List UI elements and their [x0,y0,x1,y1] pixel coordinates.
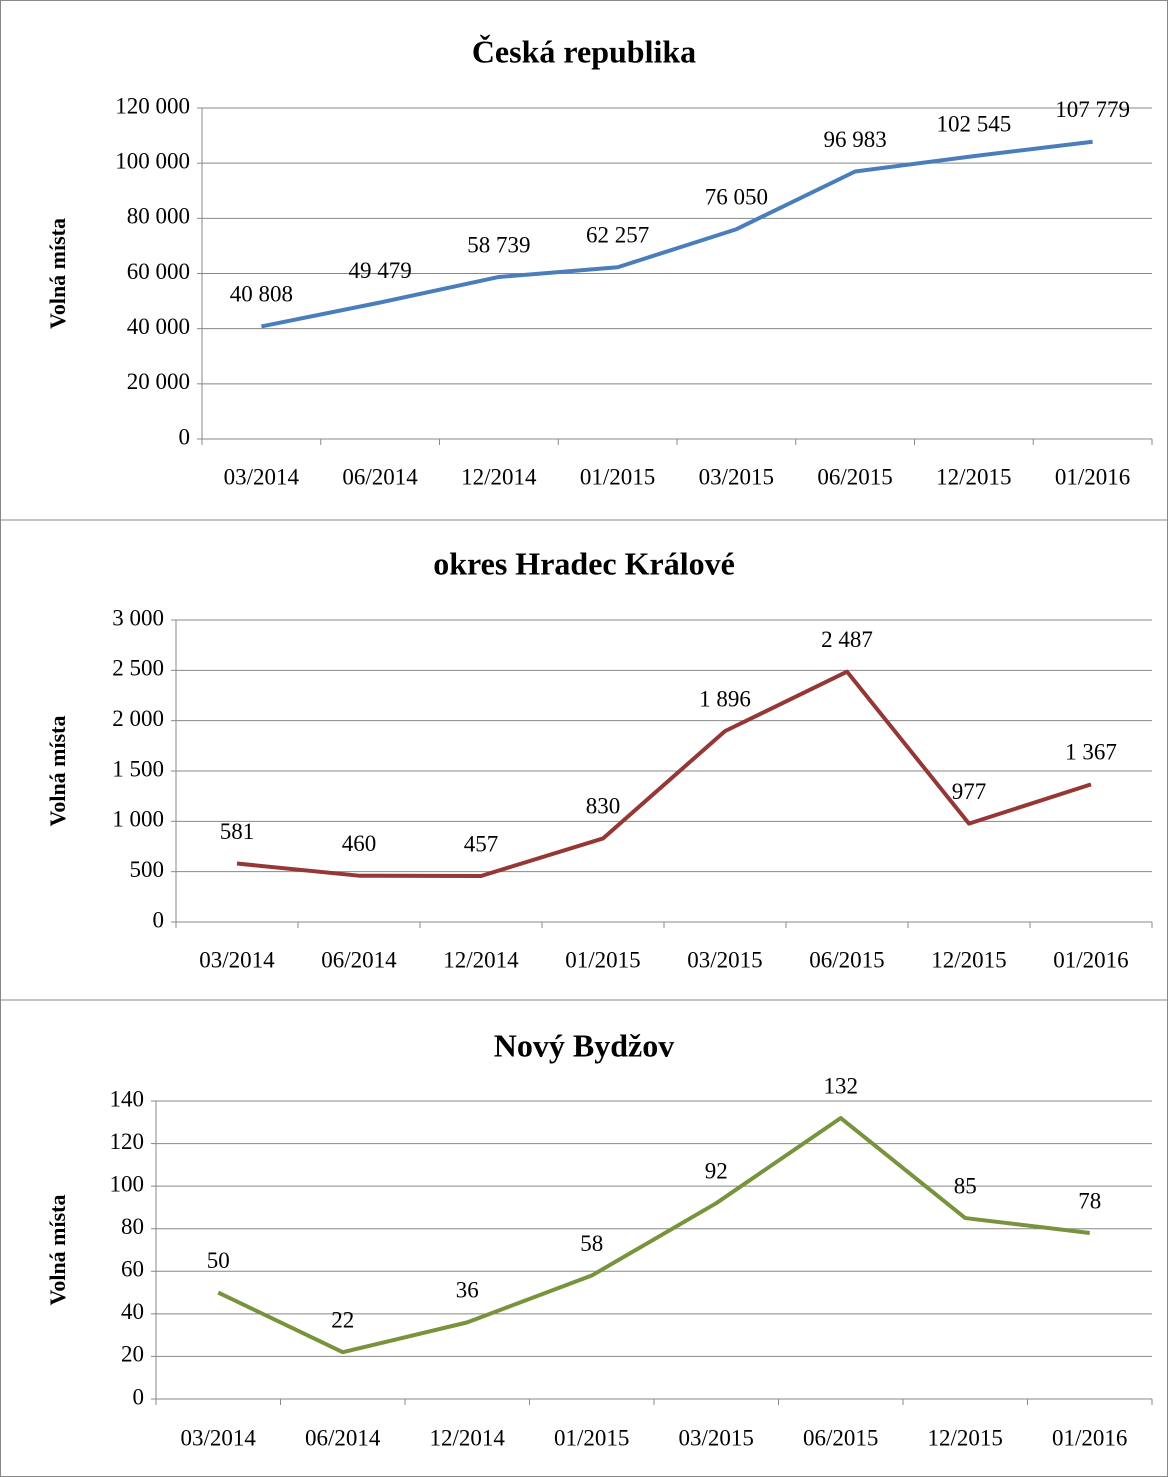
x-tick-label: 03/2015 [679,1425,754,1450]
y-tick-label: 120 [110,1129,145,1154]
y-tick-label: 1 000 [112,807,164,832]
y-tick-label: 20 [121,1342,144,1367]
x-tick-label: 03/2014 [224,464,300,489]
y-tick-label: 40 [121,1299,144,1324]
y-tick-label: 100 000 [115,148,190,173]
y-tick-label: 60 [121,1257,144,1282]
line [217,1116,1090,1355]
y-axis-label: Volná místa [45,1194,70,1305]
x-tick-label: 03/2014 [181,1425,257,1450]
x-tick-label: 06/2015 [809,947,884,972]
x-tick-label: 03/2015 [699,464,774,489]
x-tick-label: 01/2016 [1052,1425,1127,1450]
data-label: 977 [952,779,987,804]
y-tick-label: 2 000 [112,706,164,731]
y-tick-label: 60 000 [127,259,190,284]
y-axis-label: Volná místa [45,715,70,826]
data-label: 1 367 [1065,740,1117,765]
y-tick-label: 140 [110,1086,145,1111]
data-label: 102 545 [937,111,1012,136]
data-label: 76 050 [705,185,768,210]
data-label: 78 [1078,1188,1101,1213]
y-tick-label: 500 [130,857,165,882]
data-label: 460 [342,831,377,856]
y-tick-label: 0 [179,424,191,449]
data-label: 1 896 [699,686,751,711]
data-label: 132 [824,1073,859,1098]
x-tick-label: 01/2016 [1053,947,1128,972]
x-tick-label: 03/2014 [199,947,275,972]
y-tick-label: 120 000 [115,93,190,118]
data-label: 40 808 [230,282,293,307]
x-tick-label: 12/2014 [430,1425,506,1450]
data-label: 22 [331,1307,354,1332]
line [236,669,1092,878]
x-tick-label: 06/2014 [321,947,397,972]
x-tick-label: 01/2016 [1055,464,1130,489]
data-label: 830 [586,794,621,819]
x-tick-label: 12/2015 [928,1425,1003,1450]
y-tick-label: 0 [153,907,165,932]
y-tick-label: 100 [110,1171,145,1196]
x-tick-label: 06/2015 [803,1425,878,1450]
line [260,139,1093,329]
x-tick-label: 12/2014 [461,464,537,489]
y-tick-label: 80 [121,1214,144,1239]
y-tick-label: 2 500 [112,656,164,681]
x-tick-label: 12/2014 [443,947,519,972]
y-tick-label: 20 000 [127,369,190,394]
data-label: 96 983 [824,127,887,152]
y-tick-label: 40 000 [127,314,190,339]
data-label: 62 257 [586,223,649,248]
x-tick-label: 06/2015 [817,464,892,489]
data-label: 58 [580,1231,603,1256]
data-label: 36 [456,1278,479,1303]
y-tick-label: 3 000 [112,605,164,630]
x-tick-label: 12/2015 [936,464,1011,489]
chart-title: Nový Bydžov [494,1027,674,1063]
y-tick-label: 1 500 [112,756,164,781]
x-tick-label: 03/2015 [687,947,762,972]
x-tick-label: 06/2014 [342,464,418,489]
data-label: 50 [207,1248,230,1273]
chart-title: okres Hradec Králové [433,545,735,581]
y-tick-label: 80 000 [127,204,190,229]
x-tick-label: 12/2015 [931,947,1006,972]
data-label: 581 [220,819,255,844]
x-tick-label: 01/2015 [554,1425,629,1450]
y-tick-label: 0 [133,1384,145,1409]
data-label: 107 779 [1055,97,1130,122]
data-label: 49 479 [349,258,412,283]
x-tick-label: 01/2015 [580,464,655,489]
x-tick-label: 06/2014 [305,1425,381,1450]
data-label: 92 [705,1158,728,1183]
data-label: 457 [464,831,499,856]
data-label: 85 [954,1173,977,1198]
x-tick-label: 01/2015 [565,947,640,972]
data-label: 2 487 [821,627,873,652]
data-label: 58 739 [467,232,530,257]
chart-title: Česká republika [472,33,696,69]
y-axis-label: Volná místa [45,218,70,329]
